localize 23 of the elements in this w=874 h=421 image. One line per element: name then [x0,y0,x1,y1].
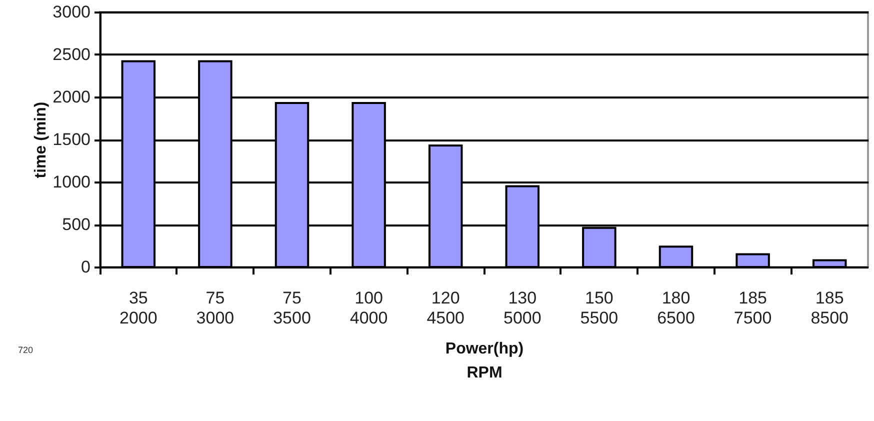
bar [736,253,770,268]
x-tick-label: 185 8500 [810,288,849,328]
x-tick-label: 120 4500 [426,288,465,328]
x-tick-label: 150 5500 [580,288,618,328]
y-tick-label: 2000 [52,88,90,106]
bar [812,259,847,268]
x-tick-label: 185 7500 [734,288,772,328]
x-tick-label: 75 3000 [196,288,234,328]
y-axis-title: time (min) [32,102,50,178]
y-tick-label: 3000 [52,2,90,22]
y-tick-label: 2500 [52,45,90,64]
y-tick-label: 0 [81,258,90,276]
text: 720 [18,345,34,355]
bar [658,246,694,268]
x-tick-label: 130 5000 [503,288,542,328]
y-tick-label: 1500 [52,130,90,149]
y-tick-label: 500 [62,215,90,234]
x-tick-label: 100 4000 [350,288,388,328]
y-tick-label: 1000 [52,172,90,192]
x-axis-title: Power(hp) RPM [445,340,524,382]
x-tick-label: 180 6500 [657,288,695,328]
x-tick-label: 75 3500 [273,288,311,328]
x-tick-label: 35 2000 [119,288,158,328]
